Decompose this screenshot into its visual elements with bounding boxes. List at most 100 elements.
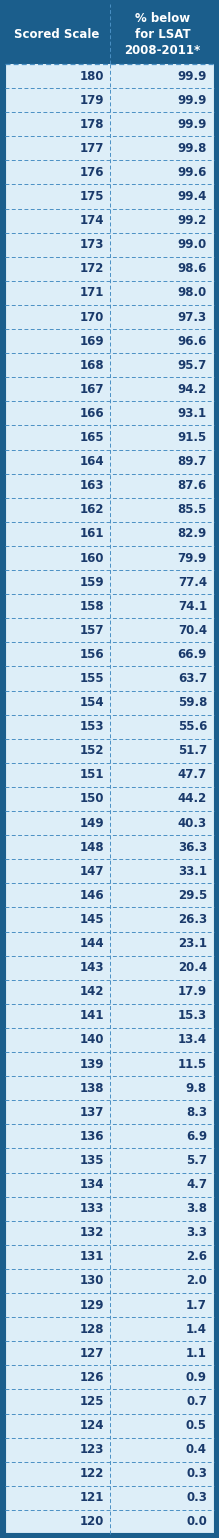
Text: 172: 172 <box>79 263 104 275</box>
Text: 155: 155 <box>79 672 104 684</box>
Text: 167: 167 <box>79 383 104 395</box>
Text: 47.7: 47.7 <box>178 769 207 781</box>
Text: 171: 171 <box>79 286 104 300</box>
Text: 165: 165 <box>79 431 104 444</box>
Text: 26.3: 26.3 <box>178 914 207 926</box>
Text: 168: 168 <box>79 358 104 372</box>
Text: 144: 144 <box>79 937 104 950</box>
Text: 99.6: 99.6 <box>178 166 207 178</box>
Text: 152: 152 <box>79 744 104 757</box>
Text: 180: 180 <box>79 69 104 83</box>
Text: % below
for LSAT
2008-2011*: % below for LSAT 2008-2011* <box>124 11 201 57</box>
Text: 153: 153 <box>79 720 104 734</box>
Text: 125: 125 <box>79 1395 104 1407</box>
Text: 2.6: 2.6 <box>186 1250 207 1263</box>
Text: 133: 133 <box>79 1203 104 1215</box>
Text: 129: 129 <box>79 1298 104 1312</box>
Text: 3.3: 3.3 <box>186 1226 207 1240</box>
Text: 70.4: 70.4 <box>178 624 207 637</box>
Text: 23.1: 23.1 <box>178 937 207 950</box>
Text: 93.1: 93.1 <box>178 408 207 420</box>
Text: 6.9: 6.9 <box>186 1130 207 1143</box>
Text: 95.7: 95.7 <box>178 358 207 372</box>
Text: 51.7: 51.7 <box>178 744 207 757</box>
Text: 177: 177 <box>79 141 104 155</box>
Text: 40.3: 40.3 <box>178 817 207 829</box>
Text: 17.9: 17.9 <box>178 986 207 998</box>
Text: 134: 134 <box>79 1178 104 1190</box>
Text: 0.0: 0.0 <box>186 1515 207 1529</box>
Text: 0.4: 0.4 <box>186 1443 207 1456</box>
Text: 127: 127 <box>79 1347 104 1360</box>
Text: 122: 122 <box>79 1467 104 1480</box>
Text: 0.7: 0.7 <box>186 1395 207 1407</box>
Text: 164: 164 <box>79 455 104 468</box>
Text: Scored Scale: Scored Scale <box>14 28 100 40</box>
Text: 8.3: 8.3 <box>186 1106 207 1118</box>
Text: 163: 163 <box>79 480 104 492</box>
Text: 147: 147 <box>79 864 104 878</box>
Text: 179: 179 <box>79 94 104 106</box>
Text: 154: 154 <box>79 697 104 709</box>
Text: 156: 156 <box>79 647 104 661</box>
Text: 98.6: 98.6 <box>178 263 207 275</box>
Text: 4.7: 4.7 <box>186 1178 207 1190</box>
Text: 162: 162 <box>79 503 104 517</box>
Text: 99.4: 99.4 <box>178 191 207 203</box>
Text: 178: 178 <box>79 118 104 131</box>
Text: 159: 159 <box>79 575 104 589</box>
Text: 169: 169 <box>79 335 104 348</box>
Text: 151: 151 <box>79 769 104 781</box>
Text: 135: 135 <box>79 1154 104 1167</box>
Text: 120: 120 <box>79 1515 104 1529</box>
Text: 99.2: 99.2 <box>178 214 207 228</box>
Text: 15.3: 15.3 <box>178 1009 207 1023</box>
Text: 1.4: 1.4 <box>186 1323 207 1335</box>
Text: 174: 174 <box>79 214 104 228</box>
Text: 170: 170 <box>79 311 104 323</box>
Text: 158: 158 <box>79 600 104 612</box>
Text: 33.1: 33.1 <box>178 864 207 878</box>
Text: 55.6: 55.6 <box>178 720 207 734</box>
Text: 59.8: 59.8 <box>178 697 207 709</box>
Bar <box>4 5 215 65</box>
Text: 128: 128 <box>79 1323 104 1335</box>
Text: 166: 166 <box>79 408 104 420</box>
Text: 157: 157 <box>79 624 104 637</box>
Text: 97.3: 97.3 <box>178 311 207 323</box>
Text: 143: 143 <box>79 961 104 974</box>
Text: 74.1: 74.1 <box>178 600 207 612</box>
Text: 3.8: 3.8 <box>186 1203 207 1215</box>
Text: 66.9: 66.9 <box>178 647 207 661</box>
Text: 150: 150 <box>79 792 104 806</box>
Text: 99.0: 99.0 <box>178 238 207 251</box>
Text: 140: 140 <box>79 1034 104 1046</box>
Text: 175: 175 <box>79 191 104 203</box>
Text: 137: 137 <box>79 1106 104 1118</box>
Text: 44.2: 44.2 <box>178 792 207 806</box>
Text: 131: 131 <box>79 1250 104 1263</box>
Text: 141: 141 <box>79 1009 104 1023</box>
Text: 123: 123 <box>79 1443 104 1456</box>
Text: 138: 138 <box>79 1081 104 1095</box>
Text: 9.8: 9.8 <box>186 1081 207 1095</box>
Text: 146: 146 <box>79 889 104 901</box>
Text: 1.7: 1.7 <box>186 1298 207 1312</box>
Text: 94.2: 94.2 <box>178 383 207 395</box>
Text: 20.4: 20.4 <box>178 961 207 974</box>
Text: 99.9: 99.9 <box>178 118 207 131</box>
Text: 1.1: 1.1 <box>186 1347 207 1360</box>
Text: 173: 173 <box>79 238 104 251</box>
Text: 126: 126 <box>79 1370 104 1384</box>
Text: 130: 130 <box>79 1275 104 1287</box>
Text: 77.4: 77.4 <box>178 575 207 589</box>
Text: 148: 148 <box>79 841 104 854</box>
Text: 87.6: 87.6 <box>178 480 207 492</box>
Text: 98.0: 98.0 <box>178 286 207 300</box>
Text: 99.8: 99.8 <box>178 141 207 155</box>
Text: 160: 160 <box>79 552 104 564</box>
Text: 121: 121 <box>79 1492 104 1504</box>
Text: 13.4: 13.4 <box>178 1034 207 1046</box>
Text: 149: 149 <box>79 817 104 829</box>
Text: 0.3: 0.3 <box>186 1492 207 1504</box>
